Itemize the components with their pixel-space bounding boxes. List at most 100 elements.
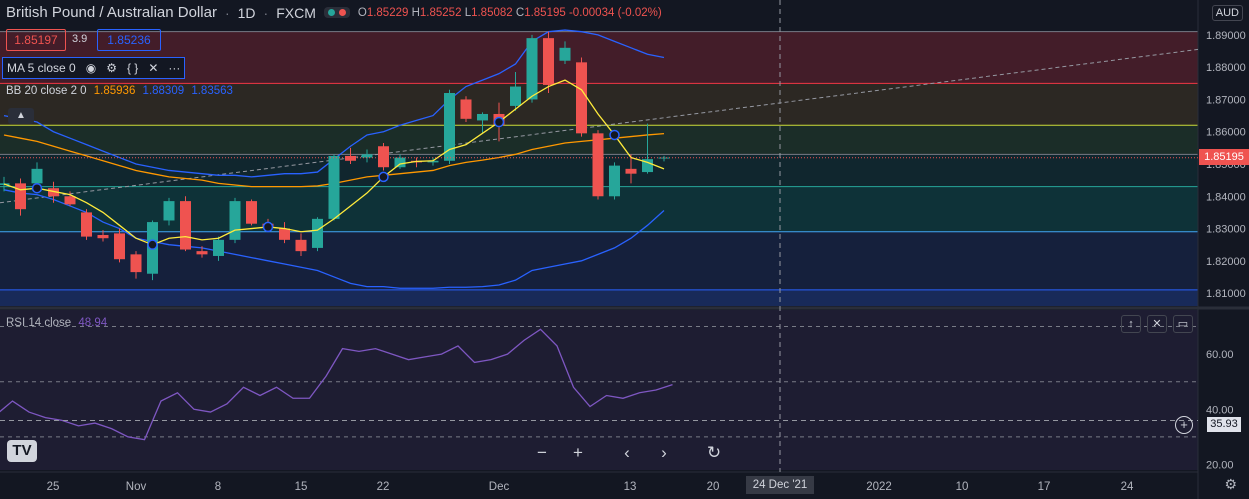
chevron-up-icon[interactable]: ▲: [8, 108, 34, 124]
ma-marker: [147, 239, 158, 250]
price-tick-label: 1.87000: [1206, 94, 1246, 106]
price-tick-label: 1.81000: [1206, 288, 1246, 300]
level-band: [0, 31, 1198, 84]
rsi-legend[interactable]: RSI 14 close 48.94: [6, 317, 107, 329]
time-tick-label: 17: [1038, 481, 1051, 493]
bb-lower-value: 1.83563: [191, 85, 233, 97]
candle-body: [163, 201, 175, 221]
pane-tools: ↑ ✕ ▭: [1121, 315, 1193, 333]
reset-icon[interactable]: ↻: [706, 443, 722, 462]
ma-indicator-legend[interactable]: MA 5 close 0 ◉ ⚙ { } ✕ ···: [2, 57, 186, 79]
tradingview-logo[interactable]: TV: [7, 440, 37, 462]
level-band: [0, 289, 1198, 306]
chart-header: British Pound / Australian Dollar · 1D ·…: [6, 4, 662, 21]
crosshair-date-label: 24 Dec '21: [746, 476, 814, 494]
rsi-label: RSI 14 close: [6, 317, 72, 329]
bb-upper-value: 1.88309: [142, 85, 185, 97]
sell-price-button[interactable]: 1.85197: [6, 29, 66, 51]
candle-body: [559, 47, 571, 61]
candle-body: [312, 218, 323, 248]
ma-marker: [378, 171, 389, 183]
time-tick-label: Nov: [126, 481, 147, 493]
plus-icon[interactable]: +: [573, 443, 583, 462]
candle-body: [361, 154, 373, 158]
time-tick-label: 22: [377, 481, 390, 493]
candle-body: [246, 201, 257, 224]
candle-body: [543, 38, 554, 85]
candle-body: [378, 146, 389, 168]
rsi-tick-label: 60.00: [1206, 349, 1234, 361]
candle-body: [444, 93, 455, 161]
level-band: [0, 83, 1198, 126]
candle-body: [64, 196, 76, 205]
rsi-tick-label: 20.00: [1206, 459, 1234, 471]
price-tick-label: 1.89000: [1206, 30, 1246, 42]
bb-indicator-legend[interactable]: BB 20 close 2 0 1.85936 1.88309 1.83563: [6, 85, 233, 97]
candle-body: [642, 159, 653, 173]
data-delay-icon: [338, 9, 346, 16]
time-tick-label: 8: [215, 481, 221, 493]
chevron-left-icon[interactable]: ‹: [624, 443, 630, 462]
candle-body: [213, 239, 224, 256]
rsi-value: 48.94: [78, 317, 108, 329]
buy-price-button[interactable]: 1.85236: [97, 29, 161, 51]
last-price-label: 1.85195: [1199, 149, 1249, 165]
close-icon[interactable]: ✕: [148, 61, 159, 75]
ohlc-readout: O1.85229 H1.85252 L1.85082 C1.85195 -0.0…: [357, 6, 662, 19]
candle-body: [592, 133, 604, 197]
bb-lower-line: [3, 189, 665, 289]
candle-body: [31, 168, 43, 184]
level-band: [0, 231, 1198, 290]
pane-maximize-icon[interactable]: ▭: [1173, 315, 1193, 333]
candle-body: [15, 183, 26, 210]
pane-up-icon[interactable]: ↑: [1121, 315, 1141, 333]
rsi-cursor-label: 35.93: [1207, 417, 1241, 432]
status-dots[interactable]: [323, 7, 350, 18]
ma-marker: [31, 182, 43, 194]
candle-body: [625, 168, 637, 174]
time-tick-label: Dec: [489, 481, 510, 493]
bb-basis-value: 1.85936: [93, 85, 136, 97]
time-tick-label: 20: [707, 481, 720, 493]
candle-body: [427, 160, 439, 163]
candle-body: [477, 113, 488, 121]
time-tick-label: 15: [295, 481, 308, 493]
price-tick-label: 1.88000: [1206, 62, 1246, 74]
ma-marker: [493, 116, 505, 128]
candle-body: [576, 62, 587, 134]
trend-line: [0, 48, 1199, 204]
ma-marker: [609, 129, 620, 141]
price-tick-label: 1.84000: [1206, 191, 1246, 203]
candle-body: [609, 165, 620, 197]
bb-label: BB 20 close 2 0: [6, 85, 87, 97]
candle-body: [81, 212, 92, 237]
candle-body: [328, 155, 340, 219]
eye-icon[interactable]: ◉: [85, 61, 97, 75]
time-tick-label: 10: [956, 481, 969, 493]
market-open-icon: [327, 9, 335, 16]
currency-selector[interactable]: AUD: [1211, 5, 1243, 21]
candle-body: [180, 201, 191, 250]
braces-icon[interactable]: { }: [126, 61, 139, 75]
candle-body: [295, 239, 307, 252]
exchange-label: FXCM: [276, 4, 316, 21]
candle-body: [526, 38, 538, 100]
ma-marker: [262, 221, 274, 233]
candle-body: [460, 99, 472, 119]
settings-icon[interactable]: ⚙: [1224, 476, 1237, 492]
more-icon[interactable]: ···: [168, 61, 181, 75]
ma-label: MA 5 close 0: [7, 61, 76, 75]
rsi-line: [0, 328, 673, 441]
candle-body: [345, 155, 356, 161]
candle-body: [279, 228, 290, 240]
pane-close-icon[interactable]: ✕: [1147, 315, 1167, 333]
add-alert-icon[interactable]: +: [1175, 416, 1193, 434]
chevron-right-icon[interactable]: ›: [661, 443, 667, 462]
interval-label[interactable]: 1D: [237, 4, 256, 21]
gear-icon[interactable]: ⚙: [106, 61, 117, 75]
candle-body: [130, 254, 142, 273]
minus-icon[interactable]: −: [537, 443, 547, 462]
candle-body: [48, 188, 59, 197]
symbol-title[interactable]: British Pound / Australian Dollar: [6, 4, 217, 21]
